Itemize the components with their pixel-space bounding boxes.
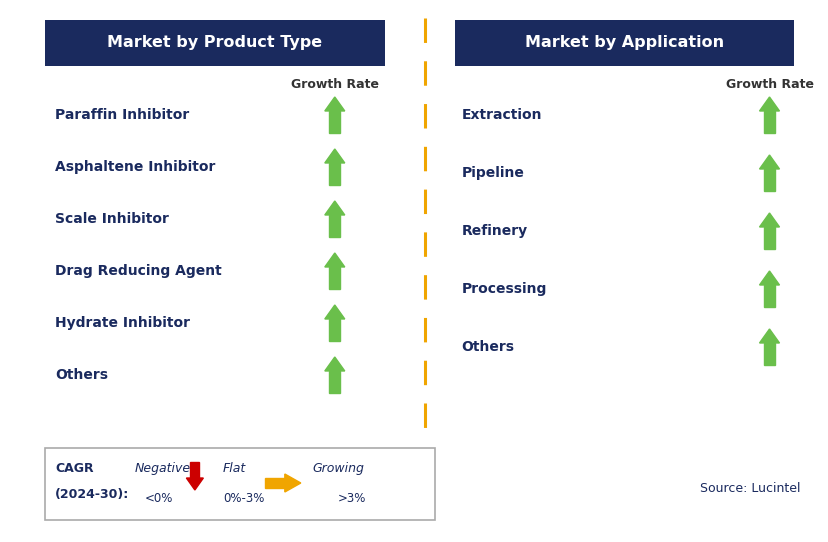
Polygon shape xyxy=(763,227,774,249)
Polygon shape xyxy=(758,97,778,111)
Polygon shape xyxy=(329,163,339,185)
Text: Negative: Negative xyxy=(135,462,190,475)
Text: Processing: Processing xyxy=(461,282,546,296)
Polygon shape xyxy=(763,169,774,191)
Text: <0%: <0% xyxy=(145,492,173,505)
Text: Hydrate Inhibitor: Hydrate Inhibitor xyxy=(55,316,190,330)
Polygon shape xyxy=(285,474,301,492)
Text: Paraffin Inhibitor: Paraffin Inhibitor xyxy=(55,108,189,122)
FancyBboxPatch shape xyxy=(45,448,434,520)
Polygon shape xyxy=(392,480,409,493)
Polygon shape xyxy=(325,253,344,267)
Polygon shape xyxy=(329,215,339,237)
Text: Market by Application: Market by Application xyxy=(524,35,724,50)
Polygon shape xyxy=(190,462,199,478)
Text: Growth Rate: Growth Rate xyxy=(724,79,812,92)
Text: Others: Others xyxy=(461,340,514,354)
Text: Extraction: Extraction xyxy=(461,108,542,122)
Text: CAGR: CAGR xyxy=(55,462,94,475)
Polygon shape xyxy=(325,357,344,371)
Text: Pipeline: Pipeline xyxy=(461,166,524,180)
Polygon shape xyxy=(325,305,344,319)
Text: >3%: >3% xyxy=(337,492,366,505)
Polygon shape xyxy=(396,493,405,510)
FancyBboxPatch shape xyxy=(45,20,384,66)
Polygon shape xyxy=(325,149,344,163)
FancyBboxPatch shape xyxy=(455,20,793,66)
Polygon shape xyxy=(329,371,339,393)
Polygon shape xyxy=(758,155,778,169)
Polygon shape xyxy=(325,201,344,215)
Text: Source: Lucintel: Source: Lucintel xyxy=(699,481,799,494)
Polygon shape xyxy=(763,285,774,307)
Polygon shape xyxy=(758,329,778,343)
Polygon shape xyxy=(329,319,339,341)
Polygon shape xyxy=(329,111,339,133)
Text: (2024-30):: (2024-30): xyxy=(55,488,129,501)
Text: Drag Reducing Agent: Drag Reducing Agent xyxy=(55,264,221,278)
Polygon shape xyxy=(186,478,203,490)
Text: Market by Product Type: Market by Product Type xyxy=(107,35,322,50)
Text: Flat: Flat xyxy=(223,462,246,475)
Text: Asphaltene Inhibitor: Asphaltene Inhibitor xyxy=(55,160,215,174)
Polygon shape xyxy=(763,343,774,365)
Polygon shape xyxy=(325,97,344,111)
Text: Scale Inhibitor: Scale Inhibitor xyxy=(55,212,169,226)
Text: Growing: Growing xyxy=(312,462,364,475)
Text: Growth Rate: Growth Rate xyxy=(291,79,378,92)
Text: Others: Others xyxy=(55,368,108,382)
Polygon shape xyxy=(758,213,778,227)
Text: 0%-3%: 0%-3% xyxy=(223,492,264,505)
Text: Refinery: Refinery xyxy=(461,224,527,238)
Polygon shape xyxy=(264,478,285,488)
Polygon shape xyxy=(763,111,774,133)
Polygon shape xyxy=(758,271,778,285)
Polygon shape xyxy=(329,267,339,289)
